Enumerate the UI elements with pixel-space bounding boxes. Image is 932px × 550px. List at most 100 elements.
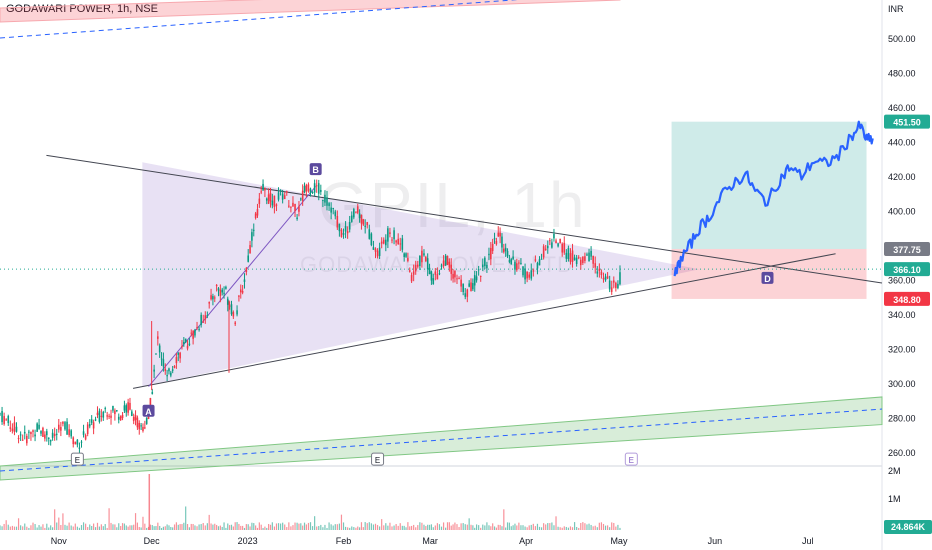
volume-bar (185, 506, 187, 530)
candle-body (239, 289, 242, 293)
volume-bar (245, 524, 247, 530)
volume-bar (374, 523, 377, 530)
candle-body (226, 298, 229, 305)
volume-bar (264, 526, 266, 530)
candle-body (166, 375, 168, 377)
candle-body (360, 214, 363, 224)
volume-bar (580, 522, 582, 530)
volume-bar (543, 523, 545, 530)
volume-bar (381, 519, 383, 530)
earnings-marker (70, 452, 84, 466)
candle-body (370, 233, 373, 246)
volume-bar (172, 527, 174, 530)
volume-bar (609, 527, 611, 530)
candle-body (466, 289, 469, 297)
candle-body (330, 207, 332, 213)
candle-body (184, 338, 187, 343)
x-tick-label: Feb (336, 536, 352, 546)
candle-body (288, 205, 290, 207)
volume-bar (534, 526, 536, 530)
volume-bar (230, 524, 233, 530)
candle-body (565, 252, 568, 259)
volume-bar (70, 525, 72, 530)
candle-body (177, 353, 180, 355)
volume-bar (349, 527, 351, 530)
candle-body (372, 247, 375, 250)
volume-bar (475, 524, 478, 530)
x-tick-label: Apr (519, 536, 533, 546)
volume-bar (11, 525, 13, 530)
volume-bar (478, 525, 480, 530)
candle-body (600, 271, 603, 276)
candle-body (575, 257, 578, 264)
volume-bar (266, 527, 268, 530)
volume-bar (60, 524, 62, 530)
candle-body (604, 276, 607, 281)
volume-bar (359, 527, 361, 530)
candle-body (464, 293, 467, 297)
volume-bar (594, 525, 596, 530)
candle-body (147, 416, 150, 419)
candle-body (378, 247, 381, 256)
candle-body (594, 263, 597, 268)
volume-bar (294, 522, 296, 530)
candle-body (298, 206, 300, 212)
volume-bar (54, 509, 56, 530)
candle-body (546, 245, 549, 249)
candle-body (217, 288, 220, 291)
volume-bar (617, 524, 619, 530)
candle-body (290, 206, 292, 208)
volume-badge-text: 24.864K (891, 522, 926, 532)
volume-bar (524, 526, 526, 530)
volume-bar (216, 524, 218, 530)
volume-bar (454, 522, 456, 530)
candle-body (106, 415, 108, 417)
volume-bar (571, 527, 574, 530)
pattern-point-b (309, 163, 322, 176)
volume-bar (503, 509, 505, 530)
candle-body (7, 415, 10, 424)
candle-body (170, 372, 172, 376)
candle-body (58, 424, 60, 430)
candle-body (17, 438, 20, 440)
volume-bar (44, 527, 46, 530)
y-tick-label: 400.00 (888, 207, 916, 217)
candle-body (116, 410, 118, 412)
candle-body (428, 267, 431, 275)
volume-bar (303, 522, 306, 530)
candle-body (303, 185, 306, 193)
candle-body (389, 232, 391, 234)
volume-bar (52, 527, 54, 530)
volume-bar (240, 525, 242, 530)
last-price-badge (884, 262, 930, 277)
volume-bar (36, 527, 38, 530)
volume-bar (262, 527, 264, 530)
volume-bar (160, 527, 163, 530)
volume-bar (432, 527, 434, 530)
candle-body (256, 209, 259, 216)
volume-bar (353, 527, 355, 530)
candle-body (258, 198, 261, 204)
candle-body (1, 411, 3, 423)
candle-body (315, 185, 318, 187)
volume-bar (74, 523, 76, 530)
volume-bar (592, 526, 594, 530)
candle-body (324, 194, 326, 203)
candle-body (538, 259, 541, 266)
volume-bar (5, 520, 7, 530)
candle-body (516, 263, 518, 271)
candle-body (15, 426, 18, 432)
volume-bar (144, 523, 146, 530)
candle-body (145, 417, 148, 424)
volume-bar (9, 526, 11, 530)
candle-body (571, 250, 574, 262)
candle-body (134, 415, 137, 421)
candle-body (23, 431, 26, 434)
volume-bar (236, 522, 238, 530)
candle-body (577, 257, 580, 259)
candle-body (245, 267, 248, 273)
candle-body (495, 240, 498, 245)
candle-body (0, 413, 1, 415)
candle-body (230, 304, 233, 315)
